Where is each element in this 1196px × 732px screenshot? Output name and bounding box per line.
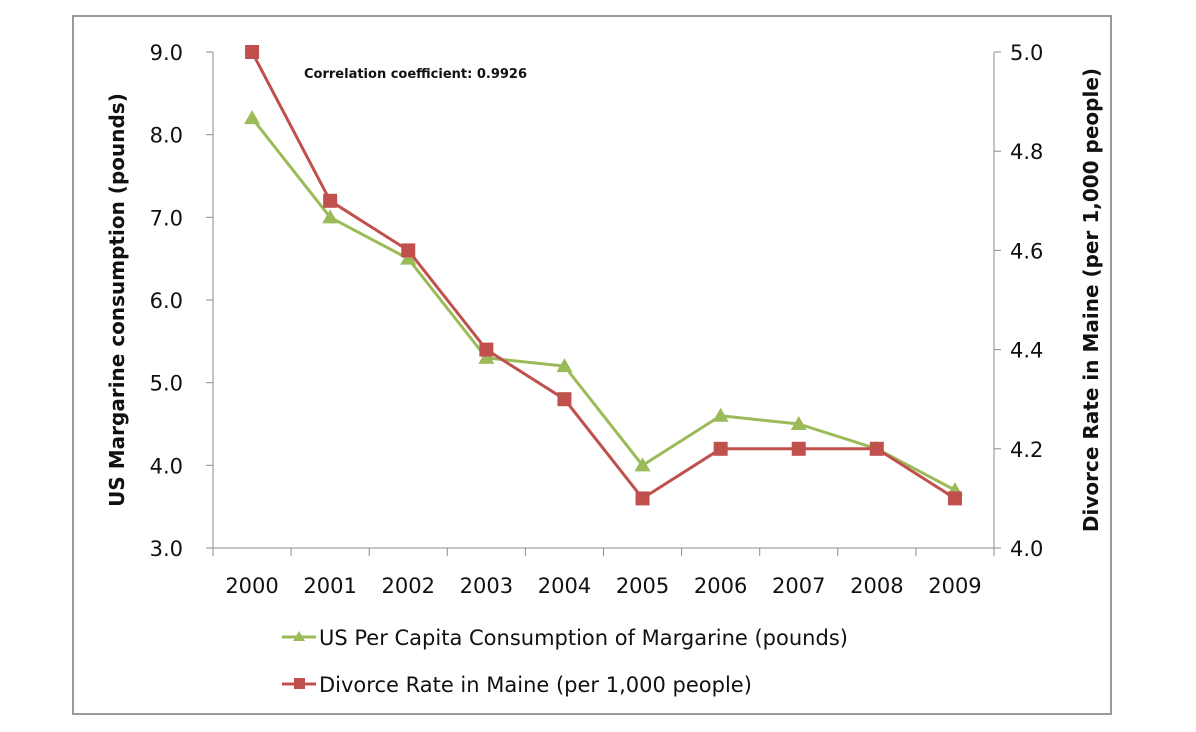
y-left-tick-label: 9.0 <box>150 41 183 65</box>
data-point-square <box>401 243 416 258</box>
x-tick-label: 2001 <box>303 574 356 598</box>
y-left-tick-label: 8.0 <box>150 124 183 148</box>
y-right-tick-label: 5.0 <box>1010 41 1043 65</box>
chart-frame <box>72 15 1112 715</box>
legend: US Per Capita Consumption of Margarine (… <box>282 626 848 697</box>
data-point-square <box>245 45 260 59</box>
data-point-triangle <box>634 457 651 472</box>
data-point-square <box>635 491 650 506</box>
data-point-triangle <box>712 407 729 422</box>
y-right-tick-label: 4.8 <box>1010 140 1043 164</box>
data-point-square <box>791 441 806 456</box>
legend-label-margarine: US Per Capita Consumption of Margarine (… <box>319 626 848 650</box>
y-right-tick-label: 4.2 <box>1010 438 1043 462</box>
axes: 3.0 4.0 5.0 6.0 7.0 8.0 9.0 4.0 4.2 4.4 4.6 4.8 5.0 2… <box>150 41 1044 598</box>
series-margarine <box>244 110 963 497</box>
data-point-square <box>557 392 572 407</box>
x-tick-label: 2009 <box>928 574 981 598</box>
data-point-triangle <box>790 416 807 430</box>
data-point-triangle <box>244 110 261 125</box>
y-right-tick-label: 4.6 <box>1010 239 1043 263</box>
x-tick-label: 2004 <box>538 574 591 598</box>
legend-item-divorce: Divorce Rate in Maine (per 1,000 people) <box>282 673 752 697</box>
x-tick-label: 2008 <box>850 574 903 598</box>
data-point-triangle <box>322 209 339 224</box>
y-right-tick-label: 4.4 <box>1010 339 1043 363</box>
y-axis-right-title: Divorce Rate in Maine (per 1,000 people) <box>1079 68 1103 532</box>
data-point-triangle <box>556 358 573 373</box>
legend-label-divorce: Divorce Rate in Maine (per 1,000 people) <box>319 673 752 697</box>
data-point-square <box>323 193 338 208</box>
y-left-tick-label: 7.0 <box>150 206 183 230</box>
y-left-tick-label: 5.0 <box>150 372 183 396</box>
x-tick-label: 2002 <box>382 574 435 598</box>
x-tick-label: 2006 <box>694 574 747 598</box>
correlation-annotation: Correlation coefficient: 0.9926 <box>304 67 527 82</box>
data-point-square <box>713 441 728 456</box>
y-left-tick-label: 6.0 <box>150 289 183 313</box>
data-point-triangle <box>478 349 495 364</box>
data-point-square <box>869 441 884 456</box>
x-tick-label: 2000 <box>225 574 278 598</box>
y-right-tick-label: 4.0 <box>1010 537 1043 561</box>
x-tick-label: 2007 <box>772 574 825 598</box>
x-tick-label: 2005 <box>616 574 669 598</box>
x-tick-label: 2003 <box>460 574 513 598</box>
legend-square-marker <box>294 678 305 689</box>
legend-triangle-marker <box>293 631 305 641</box>
y-left-tick-label: 4.0 <box>150 454 183 478</box>
series-line <box>250 117 956 492</box>
y-axis-left-title: US Margarine consumption (pounds) <box>105 93 129 507</box>
data-point-triangle <box>400 250 417 265</box>
legend-item-margarine: US Per Capita Consumption of Margarine (… <box>282 626 848 650</box>
data-point-square <box>947 491 962 506</box>
series-divorce <box>245 45 962 506</box>
y-left-tick-label: 3.0 <box>150 537 183 561</box>
series-line <box>250 51 956 500</box>
series-layer <box>244 45 963 506</box>
data-point-square <box>479 342 494 357</box>
